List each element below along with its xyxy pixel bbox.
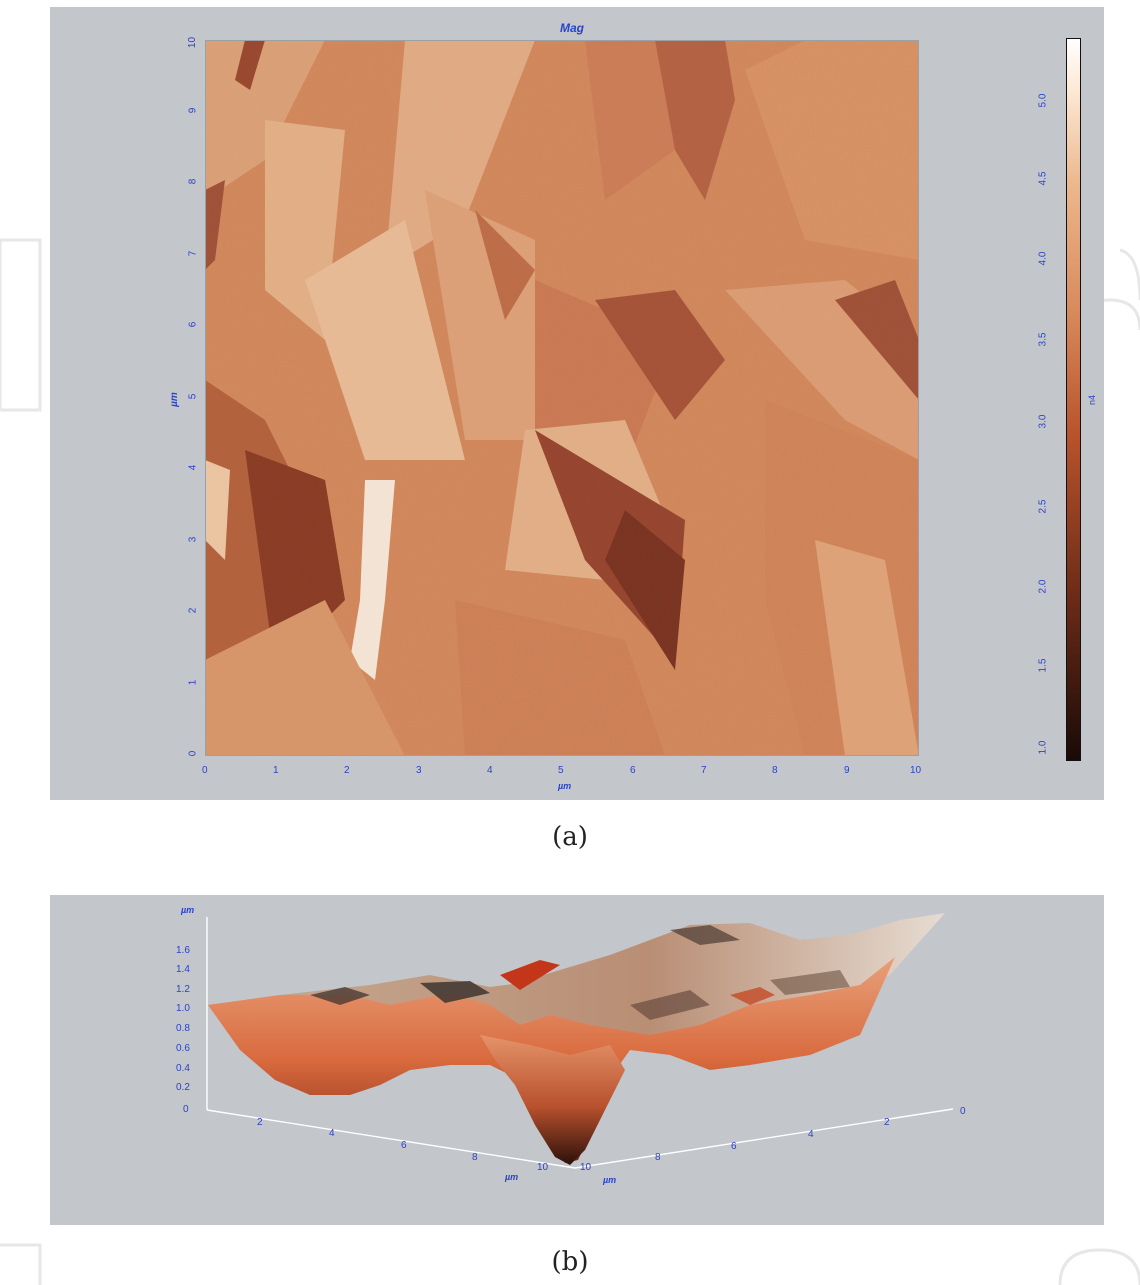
- y-tick-label: 1: [187, 679, 199, 686]
- y-tick-label: 7: [187, 250, 199, 257]
- image-title: Mag: [560, 21, 584, 35]
- z-tick-label: 1.4: [176, 964, 190, 975]
- y-tick-label: 3: [187, 536, 199, 543]
- x-tick-label: 1: [273, 765, 279, 776]
- y-tick-label: 10: [187, 36, 199, 49]
- x-tick-label: 2: [344, 765, 350, 776]
- x-left-tick-label: 8: [472, 1152, 478, 1163]
- colorbar-tick-label: 2.5: [1037, 499, 1049, 514]
- y-axis-unit: µm: [168, 392, 180, 407]
- x-tick-label: 5: [558, 765, 564, 776]
- x-right-tick-label: 6: [731, 1141, 737, 1152]
- x-left-tick-label: 6: [401, 1140, 407, 1151]
- colorbar-tick-label: 1.0: [1037, 740, 1049, 755]
- z-tick-label: 0.6: [176, 1043, 190, 1054]
- z-axis-unit: µm: [181, 905, 195, 915]
- x-right-tick-label: 2: [884, 1117, 890, 1128]
- x-right-tick-label: 4: [808, 1129, 814, 1140]
- z-tick-label: 0: [183, 1104, 189, 1115]
- x-left-tick-label: 2: [257, 1117, 263, 1128]
- z-tick-label: 0.4: [176, 1063, 190, 1074]
- x-left-tick-label: 4: [329, 1128, 335, 1139]
- colorbar-unit: n4: [1087, 394, 1098, 406]
- x-tick-label: 0: [202, 765, 208, 776]
- y-tick-label: 6: [187, 321, 199, 328]
- z-tick-label: 1.0: [176, 1003, 190, 1014]
- caption-b: (b): [551, 1247, 589, 1277]
- afm-3d-surface: [206, 913, 954, 1169]
- x-tick-label: 9: [844, 765, 850, 776]
- colorbar-tick-label: 3.5: [1037, 332, 1049, 347]
- colorbar-tick-label: 4.0: [1037, 251, 1049, 266]
- colorbar: [1066, 38, 1081, 761]
- y-tick-label: 4: [187, 464, 199, 471]
- x-right-tick-label: 0: [960, 1106, 966, 1117]
- x-left-tick-label: 10: [537, 1162, 549, 1173]
- afm-3d-panel: µm 0 0.2 0.4 0.6 0.8 1.0 1.2 1.4 1.6 1.6…: [50, 895, 1104, 1225]
- axes-frame: [206, 917, 954, 1169]
- colorbar-tick-label: 3.0: [1037, 414, 1049, 429]
- z-tick-label: 0.8: [176, 1023, 190, 1034]
- y-tick-label: 9: [187, 107, 199, 114]
- colorbar-tick-label: 1.5: [1037, 658, 1049, 673]
- colorbar-tick-label: 4.5: [1037, 171, 1049, 186]
- x-tick-label: 4: [487, 765, 493, 776]
- colorbar-tick-label: 5.0: [1037, 93, 1049, 108]
- caption-a: (a): [552, 822, 588, 852]
- x-tick-label: 8: [772, 765, 778, 776]
- x-right-unit: µm: [603, 1175, 617, 1185]
- x-tick-label: 6: [630, 765, 636, 776]
- z-tick-label: 0.2: [176, 1082, 190, 1093]
- z-tick-label: 1.6: [176, 945, 190, 956]
- x-axis-unit: µm: [558, 781, 572, 791]
- y-tick-label: 5: [187, 393, 199, 400]
- x-tick-label: 3: [416, 765, 422, 776]
- afm-magnetic-image: [205, 40, 919, 756]
- x-tick-label: 10: [910, 765, 922, 776]
- y-tick-label: 8: [187, 178, 199, 185]
- afm-2d-panel: Mag: [50, 7, 1104, 800]
- x-right-tick-label: 10: [580, 1162, 592, 1173]
- x-right-tick-label: 8: [655, 1152, 661, 1163]
- x-tick-label: 7: [701, 765, 707, 776]
- z-tick-label: 1.2: [176, 984, 190, 995]
- y-tick-label: 0: [187, 750, 199, 757]
- colorbar-tick-label: 2.0: [1037, 579, 1049, 594]
- y-tick-label: 2: [187, 607, 199, 614]
- x-left-unit: µm: [505, 1172, 519, 1182]
